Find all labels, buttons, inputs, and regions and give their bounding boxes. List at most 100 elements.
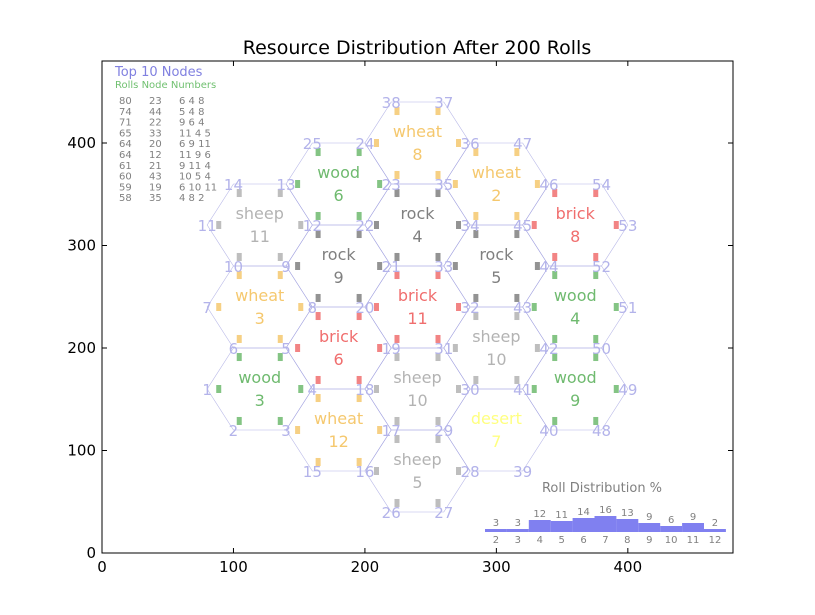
- node-resource-bar: [456, 221, 462, 229]
- node-resource-bar: [356, 211, 362, 220]
- tile-resource-label: wheat: [235, 286, 284, 305]
- roll-percent-label: 3: [493, 518, 499, 529]
- tile-number-label: 6: [334, 186, 344, 205]
- node-number-label: 41: [513, 381, 532, 399]
- y-tick-label: 300: [67, 237, 96, 255]
- node-resource-bar: [435, 189, 441, 198]
- node-resource-bar: [593, 416, 599, 425]
- x-tick-label: 300: [482, 558, 511, 576]
- node-number-label: 52: [592, 258, 611, 276]
- tile-number-label: 8: [570, 227, 580, 246]
- node-number-label: 5: [281, 340, 291, 358]
- node-resource-bar: [298, 385, 304, 393]
- node-number-label: 11: [198, 217, 217, 235]
- top-node-numbers: 4 8 2: [179, 193, 204, 204]
- tile-number-label: 6: [334, 350, 344, 369]
- node-number-label: 26: [382, 504, 401, 522]
- x-tick-label: 0: [97, 558, 107, 576]
- node-resource-bar: [277, 252, 283, 261]
- node-resource-bar: [613, 385, 619, 393]
- tile-resource-label: brick: [556, 204, 596, 223]
- node-number-label: 29: [434, 422, 453, 440]
- node-resource-bar: [377, 262, 383, 270]
- tile-number-label: 8: [412, 145, 422, 164]
- node-resource-bar: [473, 375, 479, 384]
- node-resource-bar: [394, 107, 400, 116]
- roll-number-label: 11: [687, 535, 700, 546]
- tile-resource-label: sheep: [393, 450, 441, 469]
- tile-resource-label: wheat: [314, 409, 363, 428]
- top-node-numbers: 11 4 5: [179, 128, 211, 139]
- node-number-label: 3: [281, 422, 291, 440]
- node-resource-bar: [216, 385, 222, 393]
- node-resource-bar: [394, 189, 400, 198]
- roll-distribution-bar: [594, 516, 617, 532]
- node-number-label: 53: [618, 217, 637, 235]
- top-node-rolls: 61: [119, 161, 132, 172]
- y-tick-label: 100: [67, 442, 96, 460]
- roll-distribution-bar: [682, 523, 704, 532]
- node-resource-bar: [277, 189, 283, 198]
- node-number-label: 18: [355, 381, 374, 399]
- node-number-label: 14: [224, 176, 243, 194]
- top-node-id: 33: [149, 128, 162, 139]
- node-number-label: 32: [461, 299, 480, 317]
- top-node-numbers: 9 6 4: [179, 118, 204, 129]
- tile-number-label: 2: [491, 186, 501, 205]
- node-resource-bar: [531, 385, 537, 393]
- node-resource-bar: [552, 353, 558, 362]
- tile-resource-label: rock: [479, 245, 514, 264]
- node-resource-bar: [534, 344, 540, 352]
- tile-resource-label: rock: [322, 245, 357, 264]
- node-number-label: 50: [592, 340, 611, 358]
- node-resource-bar: [236, 353, 242, 362]
- tile-number-label: 3: [255, 309, 265, 328]
- top-node-numbers: 10 5 4: [179, 172, 211, 183]
- node-number-label: 49: [618, 381, 637, 399]
- top-nodes-title: Top 10 Nodes: [114, 65, 203, 80]
- tile-number-label: 4: [412, 227, 422, 246]
- node-number-label: 45: [513, 217, 532, 235]
- top-node-id: 23: [149, 96, 162, 107]
- roll-number-label: 8: [624, 535, 630, 546]
- node-number-label: 34: [461, 217, 480, 235]
- node-resource-bar: [356, 394, 362, 403]
- node-resource-bar: [373, 221, 379, 229]
- tile-resource-label: wheat: [472, 163, 521, 182]
- roll-distribution-bar: [704, 529, 726, 532]
- node-resource-bar: [356, 148, 362, 157]
- top-node-numbers: 6 9 11: [179, 139, 211, 150]
- node-number-label: 43: [513, 299, 532, 317]
- node-resource-bar: [315, 230, 321, 239]
- node-resource-bar: [394, 498, 400, 507]
- roll-number-label: 5: [558, 535, 564, 546]
- node-number-label: 8: [308, 299, 318, 317]
- node-resource-bar: [377, 180, 383, 188]
- node-resource-bar: [394, 170, 400, 179]
- tile-resource-label: brick: [398, 286, 438, 305]
- node-number-label: 25: [303, 135, 322, 153]
- top-node-id: 43: [149, 172, 162, 183]
- node-number-label: 39: [513, 463, 532, 481]
- node-resource-bar: [315, 211, 321, 220]
- node-number-label: 42: [539, 340, 558, 358]
- top-node-rolls: 59: [119, 182, 132, 193]
- node-resource-bar: [356, 375, 362, 384]
- node-number-label: 22: [355, 217, 374, 235]
- roll-distribution-bar: [528, 520, 551, 532]
- node-resource-bar: [514, 230, 520, 239]
- node-resource-bar: [315, 394, 321, 403]
- node-resource-bar: [593, 353, 599, 362]
- node-number-label: 47: [513, 135, 532, 153]
- tile-resource-label: wheat: [393, 122, 442, 141]
- node-resource-bar: [452, 180, 458, 188]
- node-resource-bar: [552, 334, 558, 343]
- tile-number-label: 9: [334, 268, 344, 287]
- node-number-label: 1: [202, 381, 212, 399]
- node-resource-bar: [373, 385, 379, 393]
- tile-resource-label: wood: [317, 163, 360, 182]
- x-tick-label: 100: [219, 558, 248, 576]
- tile-number-label: 5: [412, 473, 422, 492]
- node-number-label: 51: [618, 299, 637, 317]
